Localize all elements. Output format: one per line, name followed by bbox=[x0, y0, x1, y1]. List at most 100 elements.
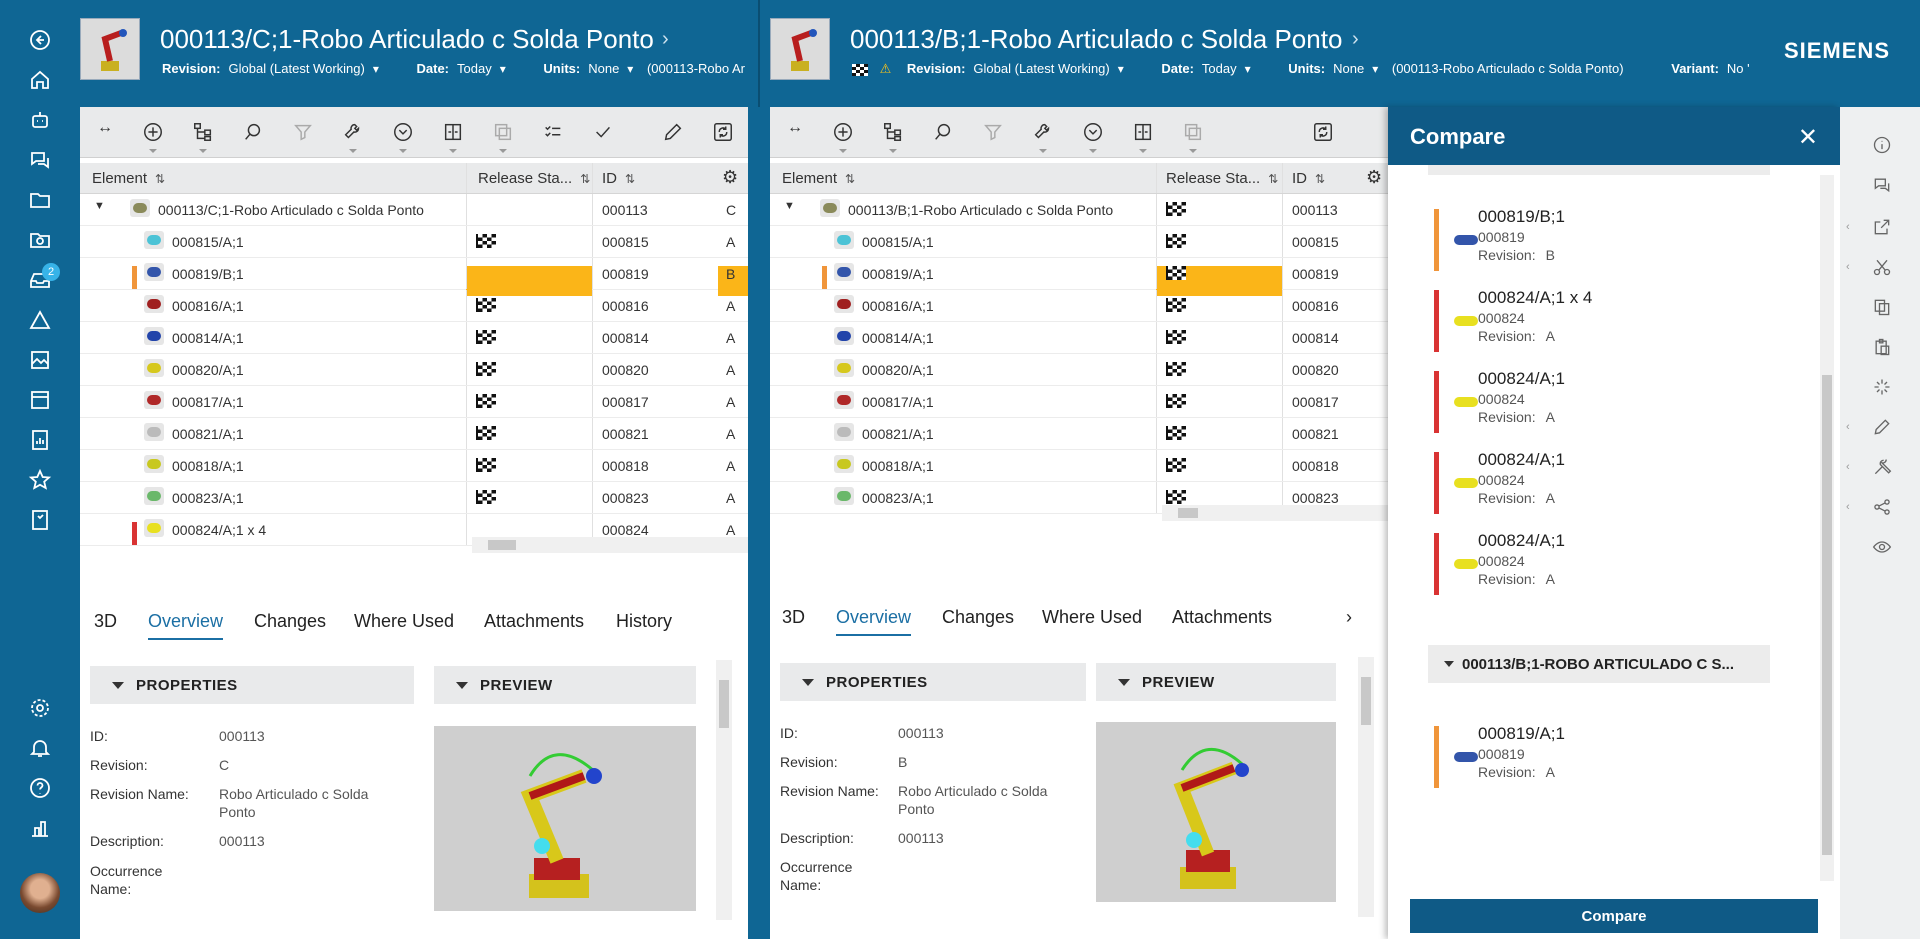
search-folder-icon[interactable] bbox=[24, 224, 56, 256]
revision-dropdown[interactable]: Global (Latest Working) bbox=[229, 61, 379, 76]
element-name[interactable]: 000113/C;1-Robo Articulado c Solda Ponto bbox=[158, 202, 424, 218]
edit-icon[interactable] bbox=[1872, 417, 1894, 439]
tab-changes[interactable]: Changes bbox=[942, 607, 1015, 627]
column-release-status[interactable]: Release Sta... bbox=[1166, 170, 1278, 187]
comments-icon[interactable] bbox=[1872, 175, 1894, 197]
compare-card-name[interactable]: 000824/A;1 bbox=[1478, 450, 1565, 469]
close-icon[interactable]: ✕ bbox=[1797, 124, 1818, 151]
element-name[interactable]: 000820/A;1 bbox=[172, 362, 244, 378]
table-row[interactable]: 000818/A;1 000818 bbox=[770, 450, 1390, 482]
settings-icon[interactable]: ⚙ bbox=[1366, 167, 1383, 187]
expand-width-icon[interactable]: ↔ bbox=[97, 119, 113, 136]
element-name[interactable]: 000816/A;1 bbox=[862, 298, 934, 314]
compare-scrollbar[interactable] bbox=[1820, 175, 1834, 881]
bookmark-icon[interactable] bbox=[24, 504, 56, 536]
triangle-icon[interactable] bbox=[24, 304, 56, 336]
inbox-icon[interactable] bbox=[24, 264, 56, 296]
table-row[interactable]: 000818/A;1 000818 A bbox=[80, 450, 748, 482]
info-icon[interactable] bbox=[1872, 135, 1894, 157]
table-row[interactable]: 000814/A;1 000814 bbox=[770, 322, 1390, 354]
table-row[interactable]: 000823/A;1 000823 A bbox=[80, 482, 748, 514]
table-row[interactable]: 000817/A;1 000817 A bbox=[80, 386, 748, 418]
share-out-icon[interactable] bbox=[1872, 217, 1894, 239]
element-name[interactable]: 000816/A;1 bbox=[172, 298, 244, 314]
element-name[interactable]: 000818/A;1 bbox=[862, 458, 934, 474]
compare-card[interactable]: 000819/B;1 000819 Revision: B bbox=[1434, 207, 1796, 273]
collapse-icon[interactable]: ▼ bbox=[94, 200, 105, 212]
compare-card[interactable]: 000824/A;1 x 4 000824 Revision: A bbox=[1434, 288, 1796, 354]
compare-card[interactable]: 000819/A;1 000819 Revision: A bbox=[1434, 724, 1796, 790]
expand-width-icon[interactable]: ↔ bbox=[787, 119, 803, 136]
preview-section-header[interactable]: PREVIEW bbox=[1096, 663, 1336, 701]
avatar[interactable] bbox=[20, 873, 60, 913]
vertical-scrollbar[interactable] bbox=[716, 660, 732, 920]
compare-card-name[interactable]: 000824/A;1 x 4 bbox=[1478, 288, 1593, 307]
tools-icon[interactable] bbox=[1872, 457, 1894, 479]
robot-preview-image[interactable] bbox=[434, 726, 696, 911]
tab-changes[interactable]: Changes bbox=[254, 611, 327, 631]
compare-card[interactable]: 000824/A;1 000824 Revision: A bbox=[1434, 531, 1796, 597]
chevron-circle-icon[interactable] bbox=[1080, 119, 1106, 153]
element-name[interactable]: 000814/A;1 bbox=[172, 330, 244, 346]
column-element[interactable]: Element bbox=[92, 170, 165, 187]
split-view-icon[interactable] bbox=[1130, 119, 1156, 153]
check-icon[interactable] bbox=[590, 119, 616, 145]
edit-icon[interactable] bbox=[660, 119, 686, 145]
tools-icon[interactable] bbox=[1030, 119, 1056, 153]
compare-card-name[interactable]: 000819/A;1 bbox=[1478, 724, 1565, 743]
table-row[interactable]: 000820/A;1 000820 bbox=[770, 354, 1390, 386]
compare-card[interactable]: 000824/A;1 000824 Revision: A bbox=[1434, 450, 1796, 516]
table-row[interactable]: 000820/A;1 000820 A bbox=[80, 354, 748, 386]
element-name[interactable]: 000815/A;1 bbox=[862, 234, 934, 250]
checklist-icon[interactable] bbox=[540, 119, 566, 145]
table-row[interactable]: 000815/A;1 000815 bbox=[770, 226, 1390, 258]
search-icon[interactable] bbox=[930, 119, 956, 145]
search-icon[interactable] bbox=[240, 119, 266, 145]
compare-button[interactable]: Compare bbox=[1410, 899, 1818, 933]
split-view-icon[interactable] bbox=[440, 119, 466, 153]
robot-preview-image[interactable] bbox=[1096, 722, 1336, 902]
table-row[interactable]: 000821/A;1 000821 A bbox=[80, 418, 748, 450]
table-row[interactable]: 000816/A;1 000816 bbox=[770, 290, 1390, 322]
sync-icon[interactable] bbox=[1310, 119, 1336, 145]
star-icon[interactable] bbox=[24, 464, 56, 496]
home-icon[interactable] bbox=[24, 64, 56, 96]
collapse-icon[interactable]: ▼ bbox=[784, 200, 795, 212]
compare-card-name[interactable]: 000819/B;1 bbox=[1478, 207, 1565, 226]
tab-where-used[interactable]: Where Used bbox=[1042, 607, 1143, 627]
vertical-scrollbar[interactable] bbox=[1358, 657, 1374, 917]
filter-icon[interactable] bbox=[980, 119, 1006, 145]
image-icon[interactable] bbox=[24, 344, 56, 376]
gallery-icon[interactable] bbox=[24, 384, 56, 416]
tab-history[interactable]: History bbox=[616, 611, 673, 631]
date-dropdown[interactable]: Today bbox=[1202, 61, 1251, 76]
properties-section-header[interactable]: PROPERTIES bbox=[90, 666, 414, 704]
back-icon[interactable] bbox=[24, 24, 56, 56]
table-row[interactable]: 000823/A;1 000823 bbox=[770, 482, 1390, 514]
column-id[interactable]: ID bbox=[602, 170, 635, 187]
tools-icon[interactable] bbox=[340, 119, 366, 153]
column-id[interactable]: ID bbox=[1292, 170, 1325, 187]
tab-overview[interactable]: Overview bbox=[836, 607, 912, 636]
table-row[interactable]: 000817/A;1 000817 bbox=[770, 386, 1390, 418]
horizontal-scrollbar[interactable] bbox=[1162, 505, 1390, 521]
element-name[interactable]: 000821/A;1 bbox=[172, 426, 244, 442]
paste-icon[interactable] bbox=[1872, 337, 1894, 359]
table-row[interactable]: 000819/B;1 000819 B bbox=[80, 258, 748, 296]
tab-3d[interactable]: 3D bbox=[94, 611, 118, 631]
element-name[interactable]: 000819/A;1 bbox=[862, 266, 934, 282]
element-name[interactable]: 000817/A;1 bbox=[862, 394, 934, 410]
report-icon[interactable] bbox=[24, 424, 56, 456]
cut-icon[interactable] bbox=[1872, 257, 1894, 279]
chevron-right-icon[interactable]: › bbox=[1352, 28, 1359, 50]
chevron-circle-icon[interactable] bbox=[390, 119, 416, 153]
table-row[interactable]: 000816/A;1 000816 A bbox=[80, 290, 748, 322]
table-row[interactable]: 000824/A;1 x 4 000824 A bbox=[80, 514, 748, 546]
table-row[interactable]: 000821/A;1 000821 bbox=[770, 418, 1390, 450]
table-row[interactable]: 000815/A;1 000815 A bbox=[80, 226, 748, 258]
column-element[interactable]: Element bbox=[782, 170, 855, 187]
compare-card-name[interactable]: 000824/A;1 bbox=[1478, 369, 1565, 388]
element-name[interactable]: 000823/A;1 bbox=[172, 490, 244, 506]
structure-icon[interactable] bbox=[190, 119, 216, 153]
element-name[interactable]: 000823/A;1 bbox=[862, 490, 934, 506]
